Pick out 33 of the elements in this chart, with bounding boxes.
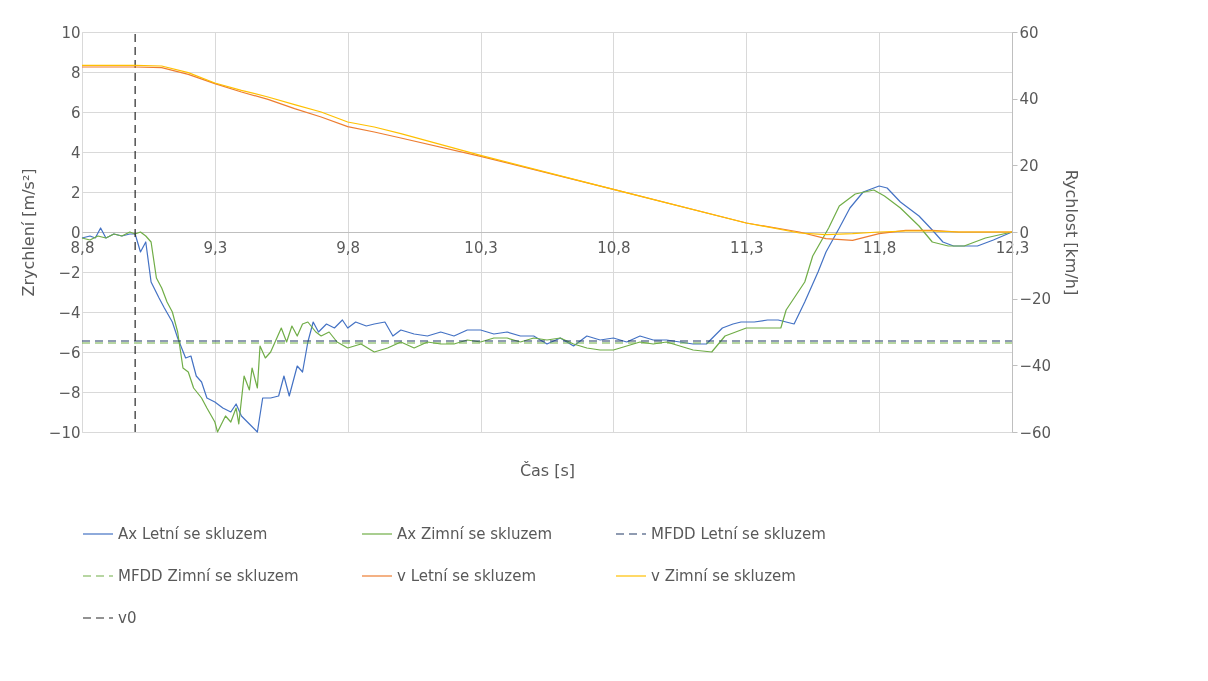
- x-tick-label: 9,8: [336, 238, 361, 257]
- y2-tick-label: 20: [1019, 156, 1039, 175]
- x-tick-label: 10,8: [597, 238, 631, 257]
- x-tick-label: 11,8: [862, 238, 897, 257]
- x-tick-label: 9,3: [203, 238, 228, 257]
- y-tick-label: −6: [58, 343, 81, 362]
- legend-label: MFDD Letní se skluzem: [651, 525, 826, 543]
- y-axis-title: Zrychlení [m/s²]: [18, 168, 38, 297]
- y-tick-label: 10: [61, 23, 81, 42]
- y-tick-label: −4: [58, 303, 81, 322]
- y2-tick-label: 60: [1019, 23, 1039, 42]
- legend-label: MFDD Zimní se skluzem: [118, 567, 299, 585]
- y2-tick-label: −20: [1019, 290, 1052, 309]
- x-tick-label: 10,3: [464, 238, 498, 257]
- x-axis-title: Čas [s]: [519, 460, 576, 480]
- legend-label: v Zimní se skluzem: [651, 567, 796, 585]
- y-tick-label: 6: [70, 103, 81, 122]
- legend-label: Ax Letní se skluzem: [118, 525, 268, 543]
- legend-label: Ax Zimní se skluzem: [397, 525, 553, 543]
- y2-tick-label: 40: [1019, 90, 1039, 109]
- y2-tick-label: 0: [1019, 223, 1030, 242]
- y2-axis-title: Rychlost [km/h]: [1062, 169, 1082, 296]
- y-tick-label: 2: [70, 183, 81, 202]
- x-tick-label: 11,3: [730, 238, 764, 257]
- y-tick-label: −2: [58, 263, 81, 282]
- legend-label: v Letní se skluzem: [397, 567, 536, 585]
- y2-tick-label: −60: [1019, 423, 1052, 442]
- y-tick-label: 4: [70, 143, 81, 162]
- legend-label: v0: [118, 609, 137, 627]
- y2-tick-label: −40: [1019, 356, 1052, 375]
- y-tick-label: −8: [58, 383, 81, 402]
- y-tick-label: 8: [70, 63, 81, 82]
- y-tick-label: −10: [48, 423, 81, 442]
